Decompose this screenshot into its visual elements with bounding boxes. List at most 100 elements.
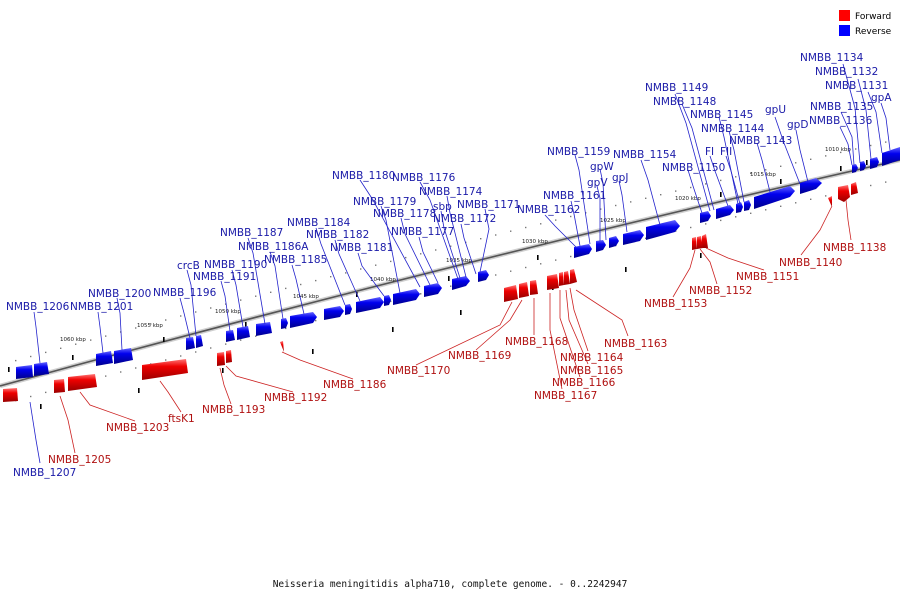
gene-label: NMBB_1203 (106, 422, 169, 434)
scale-dot (555, 259, 557, 261)
gene-block (478, 270, 489, 282)
scale-dot (30, 395, 32, 398)
gene-label: gpD (787, 119, 808, 131)
gene-label: NMBB_1191 (193, 271, 256, 283)
gene-block (559, 272, 564, 286)
scale-dot (780, 165, 782, 167)
scale-dot (510, 230, 512, 232)
gene-block (324, 306, 344, 320)
gene-block (882, 147, 900, 166)
gene-label: NMBB_1152 (689, 285, 752, 297)
gene-label: NMBB_1180 (332, 170, 395, 182)
scale-dot (135, 367, 137, 369)
scale-dot (120, 371, 122, 373)
gene-label: NMBB_1140 (779, 257, 842, 269)
gene-block (34, 362, 49, 376)
gene-label: NMBB_1207 (13, 467, 76, 479)
scale-dot (525, 226, 527, 229)
gene-label: ftsK1 (168, 413, 195, 425)
scale-label: 1055 kbp (137, 323, 163, 329)
scale-dot (420, 293, 422, 295)
scale-label: 1045 kbp (293, 294, 319, 300)
scale-dot (210, 347, 212, 349)
scale-dot (735, 176, 737, 178)
gene-block (290, 312, 317, 328)
scale-dot (765, 209, 767, 211)
gene-block (838, 185, 850, 202)
scale-dot (150, 323, 152, 325)
gene-label: FI (705, 146, 714, 158)
scale-label: 1050 kbp (215, 309, 241, 315)
scale-label: 1010 kbp (825, 147, 851, 153)
scale-dot (525, 266, 527, 269)
scale-dot (480, 238, 482, 240)
scale-dot (345, 272, 347, 274)
gene-label: NMBB_1163 (604, 338, 667, 350)
gene-label: NMBB_1176 (392, 172, 456, 184)
gene-block (547, 274, 559, 290)
gene-label: NMBB_1184 (287, 217, 351, 229)
caption: Neisseria meningitidis alpha710, complet… (273, 579, 628, 590)
gene-block (384, 295, 391, 306)
gene-label: NMBB_1174 (419, 186, 483, 198)
scale-dot (720, 179, 722, 182)
scale-label: 1020 kbp (675, 196, 701, 202)
scale-dot (765, 169, 767, 171)
scale-dot (315, 279, 317, 282)
scale-dot (240, 339, 242, 341)
gene-block (519, 282, 529, 298)
gene-block (646, 220, 680, 240)
gene-label: NMBB_1153 (644, 298, 707, 310)
scale-dot (810, 158, 812, 160)
reverse-leader-lines (29, 63, 891, 464)
legend: Forward Reverse (839, 10, 892, 37)
gene-label: NMBB_1186A (238, 241, 309, 253)
scale-dot (735, 216, 737, 218)
gene-block (504, 285, 518, 302)
scale-dot (510, 270, 512, 272)
gene-label: NMBB_1132 (815, 66, 878, 78)
gene-label: NMBB_1171 (457, 199, 520, 211)
scale-label: 1030 kbp (522, 239, 548, 245)
gene-block (226, 350, 232, 363)
gene-label: NMBB_1166 (552, 377, 616, 389)
scale-label: 1025 kbp (600, 218, 626, 224)
gene-label: NMBB_1187 (220, 227, 283, 239)
gene-label: NMBB_1143 (729, 135, 792, 147)
scale-dot (495, 234, 497, 236)
gene-block (345, 304, 352, 315)
gene-label: NMBB_1162 (517, 204, 580, 216)
scale-dot (870, 144, 872, 147)
scale-dot (60, 347, 62, 349)
scale-dot (285, 327, 287, 330)
scale-dot (795, 202, 797, 204)
gene-label: gpJ (612, 172, 628, 184)
gene-block (356, 297, 384, 313)
gene-block (744, 200, 751, 211)
scale-dot (45, 391, 47, 394)
scale-dot (825, 155, 827, 157)
scale-dot (540, 263, 542, 265)
gene-label: NMBB_1201 (70, 301, 133, 313)
gene-block (702, 234, 708, 248)
scale-dot (255, 335, 257, 337)
scale-dot (225, 343, 227, 345)
gene-block (452, 276, 470, 290)
scale-dot (780, 205, 782, 207)
scale-dot (180, 315, 182, 317)
scale-dot (195, 351, 197, 353)
gene-block (609, 236, 619, 248)
scale-dot (375, 264, 377, 266)
gene-label: NMBB_1134 (800, 52, 864, 64)
scale-dot (435, 249, 437, 251)
forward-strand-genes (3, 182, 858, 402)
legend-label-reverse: Reverse (855, 27, 892, 37)
gene-label: NMBB_1135 (810, 101, 873, 113)
scale-dot (180, 355, 182, 357)
gene-label: NMBB_1205 (48, 454, 111, 466)
gene-block (623, 230, 644, 245)
scale-dot (330, 276, 332, 278)
scale-dot (720, 219, 722, 222)
gene-label: NMBB_1186 (323, 379, 387, 391)
scale-dot (240, 299, 242, 301)
